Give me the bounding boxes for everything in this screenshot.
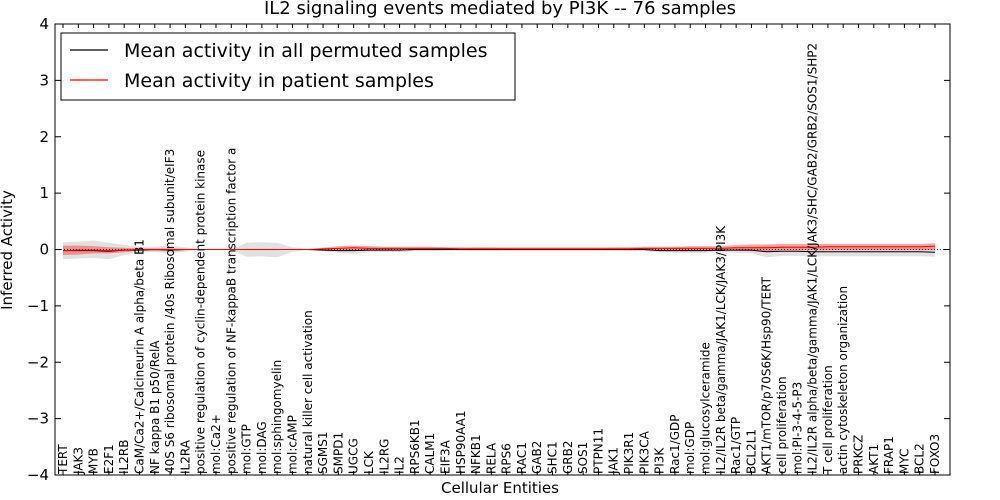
x-tick-label: mol:sphingomyelin bbox=[270, 360, 284, 474]
x-tick-label: GRB2 bbox=[561, 440, 575, 474]
y-tick-label: 0 bbox=[39, 241, 49, 259]
x-tick-label: RPS6KB1 bbox=[408, 419, 422, 474]
chart-title: IL2 signaling events mediated by PI3K --… bbox=[264, 0, 736, 19]
x-tick-label: BCL2L1 bbox=[744, 429, 758, 474]
x-tick-label: Rac1/GTP bbox=[729, 417, 743, 474]
x-tick-label: E2F1 bbox=[102, 444, 116, 474]
y-tick-label: −1 bbox=[27, 297, 49, 315]
x-tick-label: mol:Ca2+ bbox=[209, 414, 223, 474]
x-tick-label: mol:GDP bbox=[683, 422, 697, 474]
x-tick-label: UGCG bbox=[347, 438, 361, 474]
x-tick-label: IL2 bbox=[393, 456, 407, 474]
x-tick-label: SOS1 bbox=[576, 442, 590, 474]
x-tick-label: mol:PI-3-4-5-P3 bbox=[790, 382, 804, 474]
y-axis-label: Inferred Activity bbox=[0, 190, 16, 310]
x-tick-label: SHC1 bbox=[546, 441, 560, 474]
y-tick-label: −4 bbox=[27, 466, 49, 484]
x-tick-label: mol:glucosylceramide bbox=[699, 342, 713, 474]
legend-box bbox=[60, 32, 516, 101]
y-tick-label: 2 bbox=[39, 128, 49, 146]
y-tick-label: −3 bbox=[27, 410, 49, 428]
x-tick-label: LCK bbox=[362, 450, 376, 474]
x-tick-label: JAK3 bbox=[71, 447, 85, 475]
x-tick-label: IL2/IL2R beta/gamma/JAK1/LCK/JAK3/PI3K bbox=[714, 225, 728, 474]
x-tick-label: mol:DAG bbox=[255, 421, 269, 474]
x-tick-label: PRKCZ bbox=[852, 435, 866, 474]
x-tick-label: SMPD1 bbox=[331, 432, 345, 474]
x-tick-label: Rac1/GDP bbox=[668, 415, 682, 474]
x-tick-label: 40S S6 ribosomal protein /40s Ribosomal … bbox=[163, 149, 177, 474]
patient-mean-line bbox=[62, 245, 936, 252]
x-tick-label: RPS6 bbox=[500, 443, 514, 474]
x-tick-label: mol:GTP bbox=[240, 424, 254, 474]
x-axis-ticks: TERT JAK3 MYB E2F1 IL2RB CaM/Ca2+/Calcineurin… bbox=[56, 24, 942, 475]
x-tick-label: CaM/Ca2+/Calcineurin A alpha/beta B1 bbox=[132, 239, 146, 474]
x-tick-label: natural killer cell activation bbox=[301, 310, 315, 474]
x-tick-label: mol:cAMP bbox=[285, 415, 299, 474]
x-tick-label: BCL2 bbox=[913, 443, 927, 474]
series-lines bbox=[62, 245, 936, 253]
x-tick-label: SGMS1 bbox=[316, 431, 330, 474]
x-tick-label: IL2RB bbox=[117, 440, 131, 474]
x-tick-label: NFKB1 bbox=[469, 434, 483, 474]
y-tick-label: 4 bbox=[39, 15, 49, 33]
x-tick-label: positive regulation of NF-kappaB transcr… bbox=[224, 148, 238, 474]
x-axis-label: Cellular Entities bbox=[441, 479, 559, 497]
x-tick-label: T cell proliferation bbox=[821, 365, 835, 475]
x-tick-label: PTPN11 bbox=[591, 428, 605, 474]
legend: Mean activity in all permuted samples Me… bbox=[60, 32, 516, 101]
x-tick-label: PIK3CA bbox=[637, 430, 651, 474]
x-tick-label: positive regulation of cyclin-dependent … bbox=[194, 150, 208, 474]
x-tick-label: AKT1 bbox=[867, 444, 881, 474]
x-tick-label: MYC bbox=[897, 449, 911, 474]
legend-label-patient: Mean activity in patient samples bbox=[124, 70, 434, 92]
y-tick-label: 3 bbox=[39, 71, 49, 89]
x-tick-label: AKT1/mTOR/p70S6K/Hsp90/TERT bbox=[760, 276, 774, 474]
x-tick-label: CALM1 bbox=[423, 433, 437, 474]
x-tick-label: IL2RG bbox=[377, 439, 391, 475]
x-tick-label: PI3K bbox=[653, 447, 667, 474]
x-tick-label: RELA bbox=[484, 442, 498, 474]
x-tick-label: PIK3R1 bbox=[622, 432, 636, 474]
x-tick-label: RAC1 bbox=[515, 442, 529, 474]
plot-frame bbox=[54, 23, 951, 476]
y-axis-ticks: −4 −3 −2 −1 0 1 2 3 4 bbox=[27, 15, 950, 484]
x-tick-label: EIF3A bbox=[438, 439, 452, 474]
y-tick-label: 1 bbox=[39, 184, 49, 202]
y-tick-label: −2 bbox=[27, 353, 49, 371]
x-tick-label: GAB2 bbox=[530, 441, 544, 474]
x-tick-label: actin cytoskeleton organization bbox=[836, 286, 850, 474]
x-tick-label: NF kappa B1 p50/RelA bbox=[148, 340, 162, 474]
x-tick-label: cell proliferation bbox=[775, 376, 789, 474]
legend-label-permuted: Mean activity in all permuted samples bbox=[124, 40, 487, 62]
x-tick-label: TERT bbox=[56, 444, 70, 475]
x-tick-label: IL2/IL2R alpha/beta/gamma/JAK1/LCK/JAK3/… bbox=[806, 43, 820, 474]
x-tick-label: FOXO3 bbox=[928, 434, 942, 474]
x-tick-label: MYB bbox=[87, 448, 101, 474]
x-tick-label: JAK1 bbox=[607, 447, 621, 475]
x-tick-label: HSP90AA1 bbox=[454, 410, 468, 474]
x-tick-label: IL2RA bbox=[178, 439, 192, 474]
x-tick-label: FRAP1 bbox=[882, 436, 896, 474]
